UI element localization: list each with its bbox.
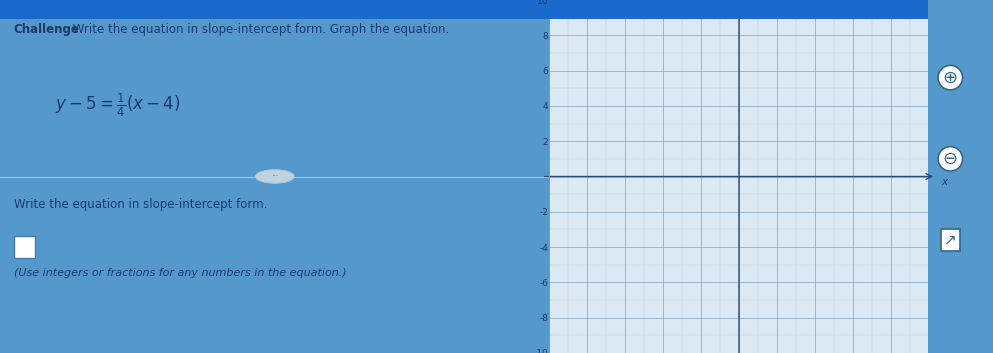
Text: ···: ··· xyxy=(271,172,278,181)
Bar xyxy=(0,0,549,19)
Bar xyxy=(14,236,35,258)
Text: x: x xyxy=(941,177,948,187)
Text: Write the equation in slope-intercept form. Graph the equation.: Write the equation in slope-intercept fo… xyxy=(69,23,449,36)
Text: Challenge: Challenge xyxy=(14,23,79,36)
Text: Write the equation in slope-intercept form.: Write the equation in slope-intercept fo… xyxy=(14,198,267,211)
Bar xyxy=(549,0,928,19)
Text: $y-5=\frac{1}{4}(x-4)$: $y-5=\frac{1}{4}(x-4)$ xyxy=(55,92,181,119)
Text: ⊕: ⊕ xyxy=(942,69,958,86)
Text: ↗: ↗ xyxy=(944,233,956,247)
Text: (Use integers or fractions for any numbers in the equation.): (Use integers or fractions for any numbe… xyxy=(14,268,347,278)
Ellipse shape xyxy=(255,170,294,183)
Text: ⊖: ⊖ xyxy=(942,150,958,168)
